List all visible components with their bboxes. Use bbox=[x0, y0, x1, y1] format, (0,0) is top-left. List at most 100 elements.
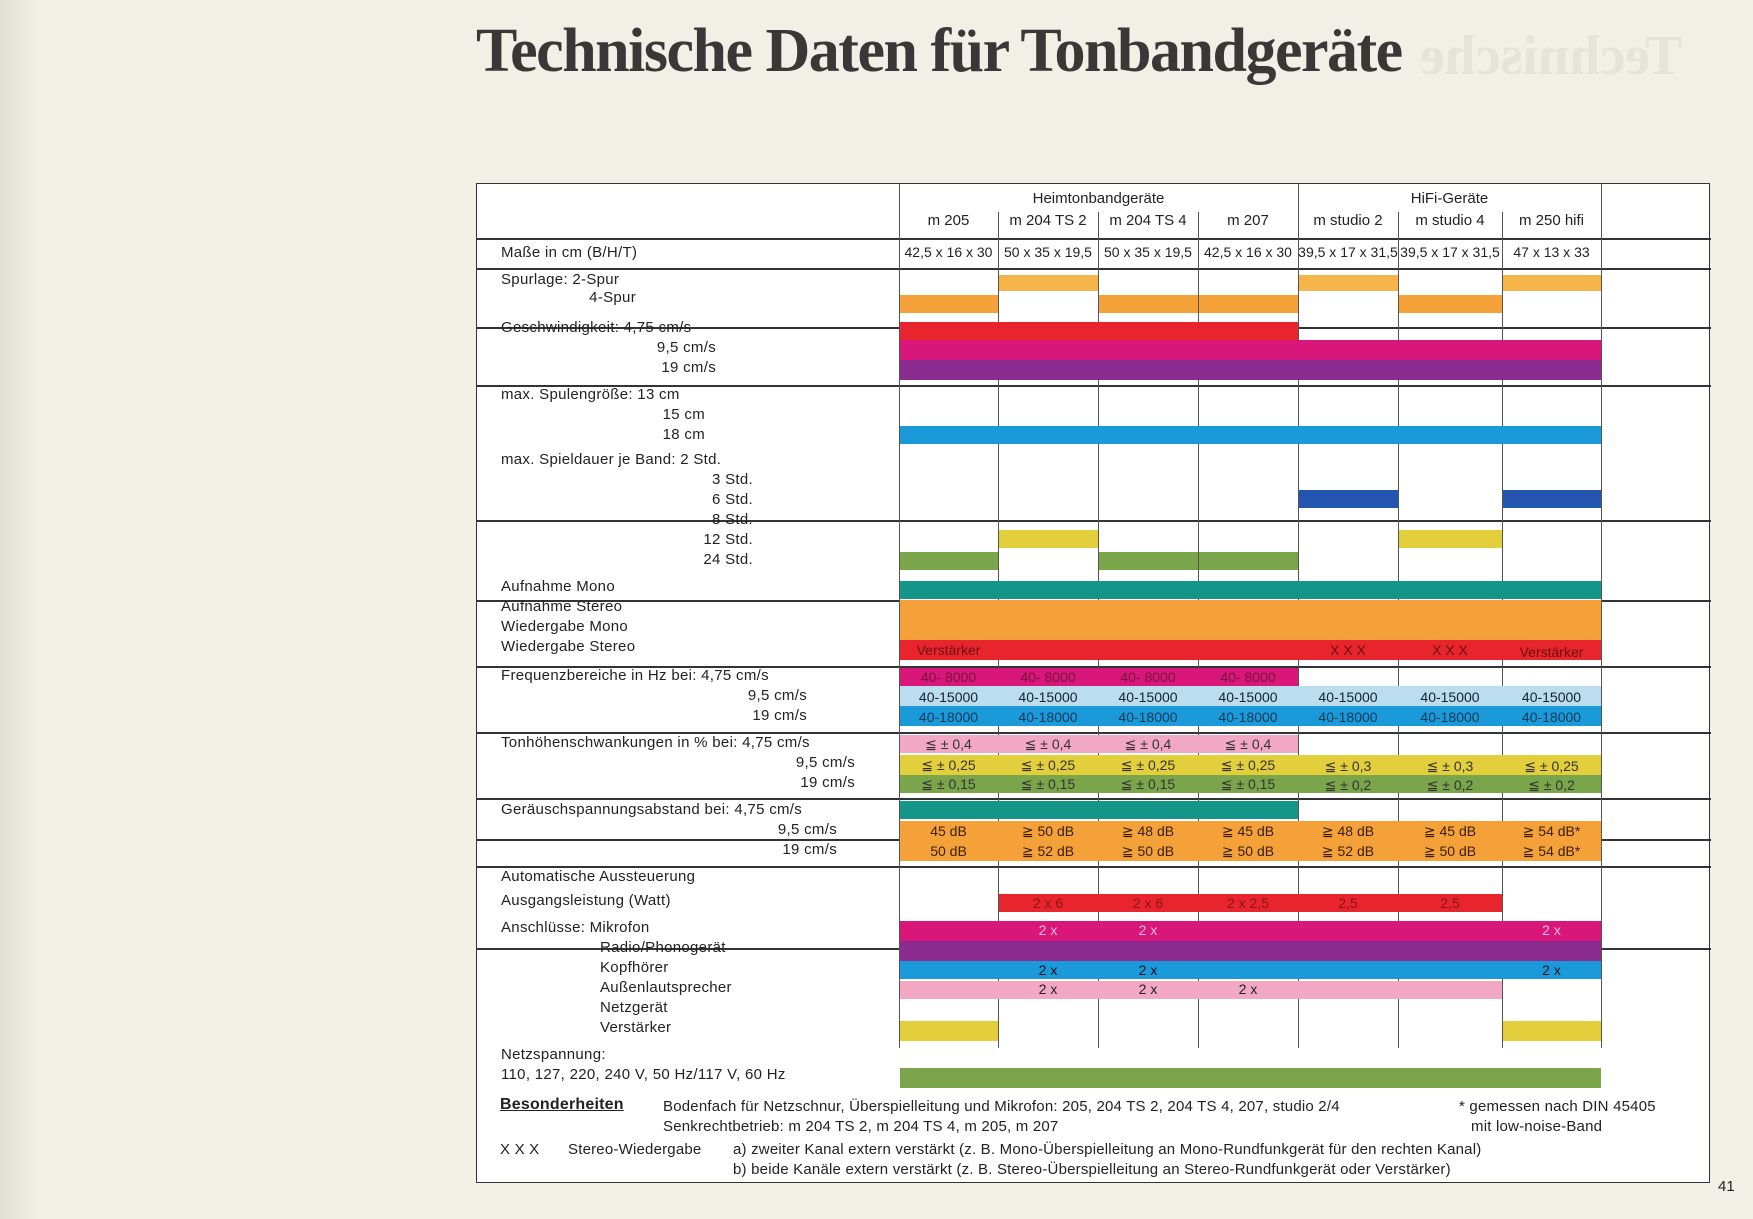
row-divider bbox=[477, 666, 1711, 668]
row-label: Spurlage: 2-Spur bbox=[501, 271, 620, 288]
model-header: m 205 bbox=[927, 212, 970, 229]
row-divider bbox=[477, 238, 1711, 240]
spec-bar bbox=[900, 801, 1298, 819]
group-header-hifi: HiFi-Geräte bbox=[1410, 190, 1489, 207]
bar-value: ≧ 45 dB bbox=[1423, 823, 1477, 839]
row-label: 15 cm bbox=[662, 406, 705, 423]
bar-value: ≧ 52 dB bbox=[1321, 843, 1375, 859]
bar-value: 40-18000 bbox=[1118, 709, 1178, 725]
model-header: m 204 TS 2 bbox=[1009, 212, 1087, 229]
footer-xxx: X X X bbox=[500, 1141, 540, 1158]
spec-bar bbox=[1199, 552, 1298, 570]
output-power-value: 2 x 2,5 bbox=[1226, 895, 1270, 911]
row-divider bbox=[477, 520, 1711, 522]
bar-value: ≦ ± 0,15 bbox=[1220, 776, 1276, 792]
bar-value: ≦ ± 0,15 bbox=[921, 776, 976, 792]
spec-bar bbox=[900, 620, 1601, 640]
bar-value: ≦ ± 0,15 bbox=[1020, 776, 1076, 792]
bar-value: ≧ 50 dB bbox=[1021, 823, 1075, 839]
spec-bar bbox=[900, 552, 998, 570]
spec-bar bbox=[900, 1021, 998, 1041]
spec-bar bbox=[1199, 295, 1298, 313]
row-divider bbox=[477, 866, 1711, 868]
row-label: 4-Spur bbox=[589, 289, 636, 306]
row-label: 8 Std. bbox=[712, 511, 753, 528]
spec-bar bbox=[1399, 295, 1502, 313]
bar-value: ≧ 50 dB bbox=[1221, 843, 1275, 859]
spec-bar bbox=[900, 322, 1298, 340]
bar-value: ≦ ± 0,4 bbox=[925, 736, 972, 752]
row-label: 3 Std. bbox=[712, 471, 753, 488]
bar-value: 40- 8000 bbox=[1120, 669, 1176, 685]
spec-bar bbox=[900, 1068, 1601, 1088]
spec-bar bbox=[900, 668, 1298, 686]
spec-bar bbox=[900, 775, 1601, 793]
model-header: m studio 2 bbox=[1313, 212, 1383, 229]
bar-value: ≦ ± 0,25 bbox=[921, 757, 976, 773]
dimension-value: 39,5 x 17 x 31,5 bbox=[1298, 244, 1398, 260]
spec-bar bbox=[1099, 552, 1198, 570]
bar-value: ≦ ± 0,4 bbox=[1224, 736, 1272, 752]
bar-value: ≧ 52 dB bbox=[1021, 843, 1075, 859]
bar-value: 40-15000 bbox=[1118, 689, 1178, 705]
spec-bar bbox=[900, 581, 1601, 599]
xxx-note: X X X bbox=[1432, 642, 1468, 658]
row-label: Verstärker bbox=[600, 1019, 672, 1036]
spec-bar bbox=[900, 295, 998, 313]
dimension-value: 47 x 13 x 33 bbox=[1513, 244, 1590, 260]
spec-bar bbox=[900, 755, 1601, 775]
bar-value: ≦ ± 0,15 bbox=[1120, 776, 1176, 792]
spec-bar bbox=[900, 941, 1601, 961]
bar-value: ≧ 50 dB bbox=[1121, 843, 1175, 859]
row-label: 110, 127, 220, 240 V, 50 Hz/117 V, 60 Hz bbox=[501, 1066, 786, 1083]
row-label: 19 cm/s bbox=[782, 841, 837, 858]
dimension-value: 42,5 x 16 x 30 bbox=[1204, 244, 1292, 260]
spec-bar bbox=[1399, 530, 1502, 548]
spec-bar bbox=[1299, 490, 1398, 508]
connector-count: 2 x bbox=[1238, 981, 1258, 997]
row-label: 24 Std. bbox=[703, 551, 753, 568]
row-label: Automatische Aussteuerung bbox=[501, 868, 696, 885]
spec-bar bbox=[999, 530, 1098, 548]
book-gutter bbox=[0, 0, 40, 1219]
spec-bar bbox=[900, 841, 1601, 861]
row-label: 9,5 cm/s bbox=[777, 821, 837, 838]
output-power-value: 2 x 6 bbox=[1032, 895, 1064, 911]
spec-bar bbox=[900, 961, 1601, 979]
row-label: Radio/Phonogerät bbox=[600, 939, 726, 956]
row-label: 6 Std. bbox=[712, 491, 753, 508]
row-label: 9,5 cm/s bbox=[747, 687, 807, 704]
bar-value: ≦ ± 0,4 bbox=[1024, 736, 1072, 752]
spec-table: Heimtonbandgeräte HiFi-Geräte m 205 m 204 T… bbox=[476, 183, 1711, 1183]
output-power-value: 2,5 bbox=[1338, 895, 1358, 911]
spec-bar bbox=[1503, 1021, 1601, 1041]
spec-bar bbox=[1099, 295, 1198, 313]
row-label: Ausgangsleistung (Watt) bbox=[501, 892, 671, 909]
row-label: Netzgerät bbox=[600, 999, 668, 1016]
bar-value: 40- 8000 bbox=[1220, 669, 1276, 685]
row-label: 19 cm/s bbox=[661, 359, 716, 376]
bar-value: 40-18000 bbox=[918, 709, 979, 725]
dimension-value: 50 x 35 x 19,5 bbox=[1104, 244, 1192, 260]
bar-value: ≧ 54 dB* bbox=[1522, 843, 1581, 859]
spec-bar bbox=[900, 640, 1601, 660]
bar-value: 40-18000 bbox=[1318, 709, 1378, 725]
bar-value: ≧ 54 dB* bbox=[1522, 823, 1581, 839]
page-number: 41 bbox=[1718, 1178, 1735, 1195]
page-title: Technische Daten für Tonbandgeräte bbox=[476, 17, 1403, 85]
spec-bar bbox=[1503, 275, 1601, 291]
footer-line: Bodenfach für Netzschnur, Überspielleitu… bbox=[663, 1098, 1340, 1115]
model-header: m 250 hifi bbox=[1518, 212, 1585, 229]
footer-note: * gemessen nach DIN 45405 bbox=[1459, 1098, 1656, 1115]
row-label: max. Spulengröße: 13 cm bbox=[501, 386, 680, 403]
row-label: Wiedergabe Stereo bbox=[501, 638, 636, 655]
bar-value: ≧ 50 dB bbox=[1423, 843, 1477, 859]
spec-bar bbox=[999, 275, 1098, 291]
spec-bar bbox=[900, 426, 1601, 444]
bar-value: 40- 8000 bbox=[920, 669, 977, 685]
bar-value: ≧ 48 dB bbox=[1121, 823, 1175, 839]
bar-value: ≦ ± 0,2 bbox=[1426, 777, 1474, 793]
spec-bar bbox=[999, 894, 1502, 912]
bar-value: ≦ ± 0,25 bbox=[1524, 758, 1579, 774]
group-header-heim: Heimtonbandgeräte bbox=[1032, 190, 1165, 207]
